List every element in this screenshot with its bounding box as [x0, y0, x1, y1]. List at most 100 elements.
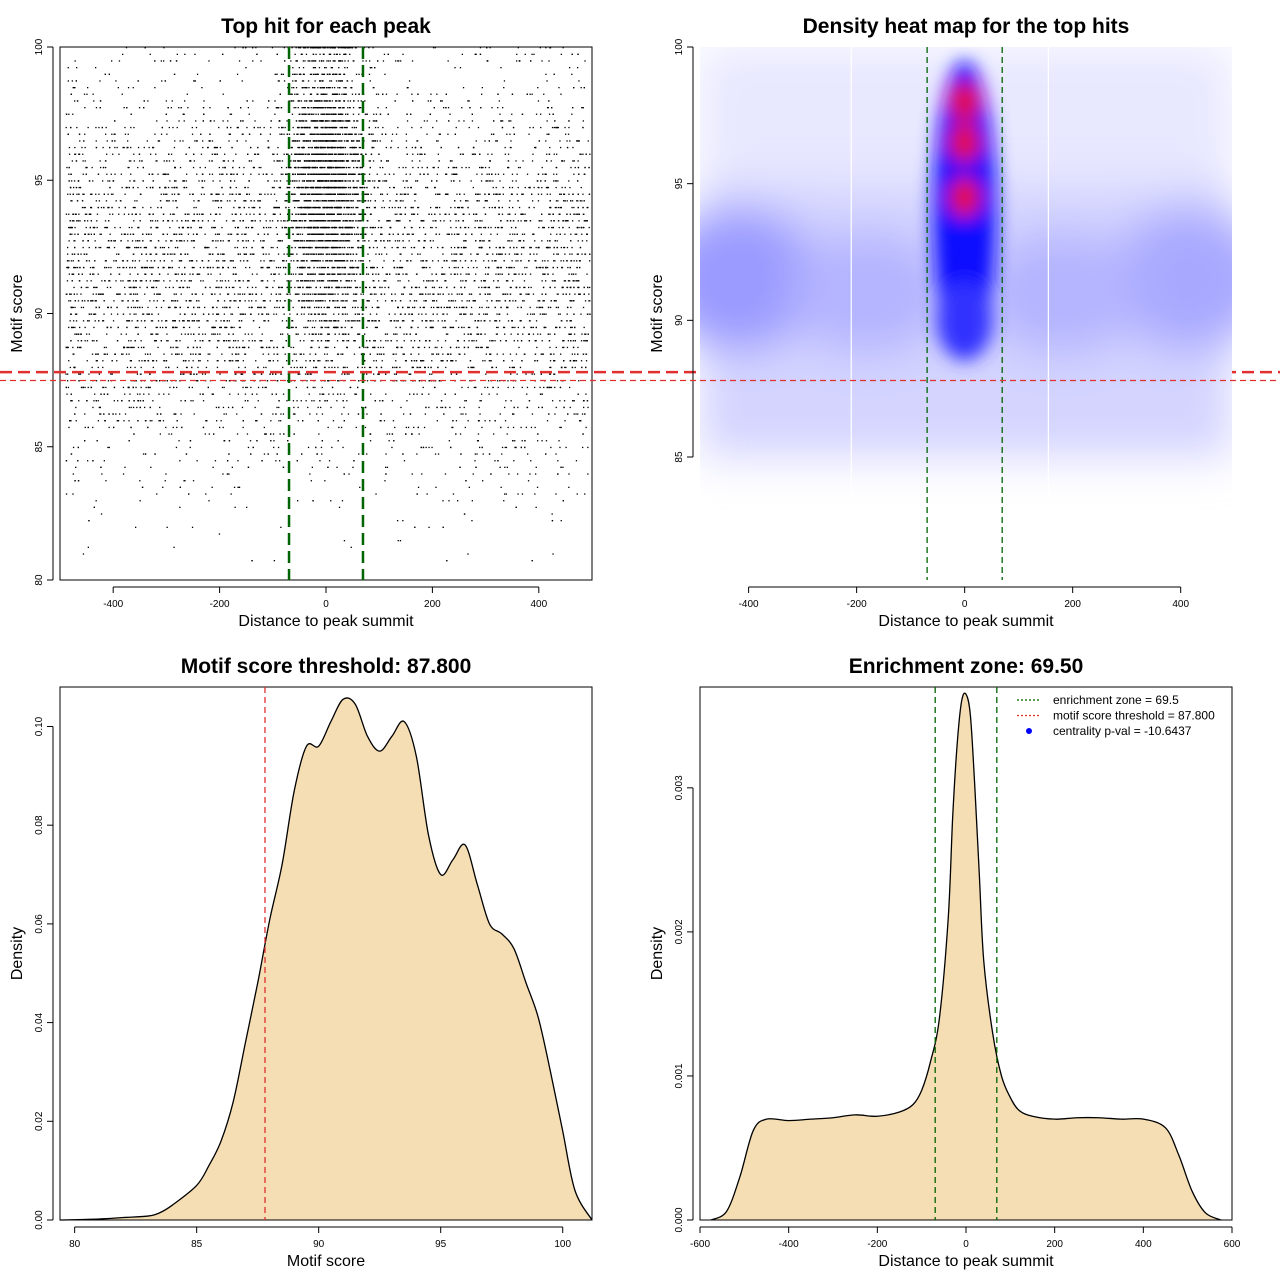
scatter-point — [313, 400, 315, 402]
scatter-point — [575, 213, 577, 215]
scatter-point — [511, 193, 513, 195]
scatter-point — [82, 320, 85, 322]
scatter-point — [444, 320, 446, 322]
scatter-point — [253, 213, 255, 215]
scatter-point — [319, 220, 321, 222]
scatter-point — [560, 93, 562, 95]
scatter-point — [480, 233, 482, 235]
scatter-point — [446, 306, 449, 309]
scatter-point — [97, 353, 99, 355]
scatter-point — [431, 273, 433, 275]
scatter-point — [180, 413, 182, 415]
scatter-point — [259, 220, 261, 222]
scatter-point — [581, 333, 583, 335]
scatter-point — [456, 193, 458, 195]
scatter-point — [128, 406, 130, 409]
scatter-point — [441, 246, 443, 249]
scatter-point — [341, 373, 343, 375]
scatter-point — [437, 453, 440, 455]
scatter-point — [438, 306, 440, 309]
scatter-point — [229, 393, 231, 395]
scatter-point — [196, 320, 198, 322]
scatter-point — [568, 486, 570, 488]
scatter-point — [499, 466, 501, 468]
scatter-point — [338, 380, 340, 382]
scatter-point — [436, 173, 438, 175]
scatter-point — [120, 333, 122, 335]
scatter-point — [488, 360, 490, 362]
scatter-point — [166, 120, 168, 122]
scatter-point — [537, 333, 539, 335]
scatter-point — [148, 146, 150, 149]
scatter-point — [328, 393, 330, 395]
scatter-point — [517, 406, 519, 409]
scatter-point — [476, 193, 479, 195]
scatter-point — [450, 273, 452, 275]
scatter-point — [219, 213, 221, 215]
scatter-point — [407, 426, 410, 429]
scatter-point — [394, 313, 396, 315]
scatter-point — [420, 153, 422, 155]
scatter-point — [163, 353, 165, 355]
scatter-point — [397, 60, 399, 62]
scatter-point — [582, 153, 584, 155]
scatter-point — [555, 200, 558, 202]
scatter-point — [146, 260, 148, 262]
scatter-point — [469, 313, 472, 315]
scatter-point — [359, 286, 361, 289]
scatter-point — [444, 193, 447, 195]
scatter-point — [417, 213, 419, 215]
scatter-point — [504, 420, 507, 422]
scatter-point — [578, 80, 580, 82]
scatter-point — [432, 326, 434, 329]
scatter-point — [163, 60, 165, 62]
scatter-point — [389, 200, 391, 202]
scatter-point — [553, 153, 555, 155]
scatter-point — [564, 326, 566, 329]
scatter-point — [128, 280, 130, 282]
scatter-point — [254, 120, 256, 122]
scatter-point — [102, 386, 104, 389]
scatter-point — [318, 260, 320, 262]
scatter-point — [506, 313, 509, 315]
scatter-point — [298, 293, 300, 295]
scatter-point — [98, 200, 100, 202]
scatter-point — [583, 406, 585, 409]
scatter-point — [312, 386, 314, 389]
scatter-point — [555, 346, 557, 349]
scatter-point — [436, 346, 438, 349]
scatter-point — [100, 166, 102, 169]
scatter-point — [549, 346, 551, 349]
scatter-point — [418, 240, 421, 242]
scatter-point — [190, 333, 192, 335]
scatter-point — [523, 233, 526, 235]
scatter-point — [243, 346, 245, 349]
scatter-point — [465, 400, 467, 402]
scatter-point — [451, 160, 453, 162]
scatter-point — [221, 280, 223, 282]
scatter-point — [302, 253, 304, 255]
scatter-point — [100, 246, 102, 249]
scatter-point — [563, 193, 565, 195]
scatter-point — [497, 226, 499, 229]
scatter-point — [297, 406, 299, 409]
scatter-point — [139, 500, 141, 502]
scatter-point — [234, 266, 236, 269]
scatter-point — [348, 373, 350, 375]
scatter-point — [558, 87, 560, 89]
scatter-point — [143, 393, 145, 395]
scatter-point — [352, 320, 354, 322]
scatter-point — [125, 47, 128, 49]
scatter-point — [209, 340, 211, 342]
scatter-point — [274, 273, 276, 275]
scatter-point — [354, 213, 356, 215]
scatter-point — [383, 240, 385, 242]
scatter-point — [541, 353, 543, 355]
scatter-point — [553, 280, 555, 282]
scatter-point — [569, 280, 571, 282]
scatter-point — [400, 200, 402, 202]
scatter-point — [483, 313, 485, 315]
scatter-point — [275, 226, 277, 229]
scatter-point — [122, 300, 124, 302]
